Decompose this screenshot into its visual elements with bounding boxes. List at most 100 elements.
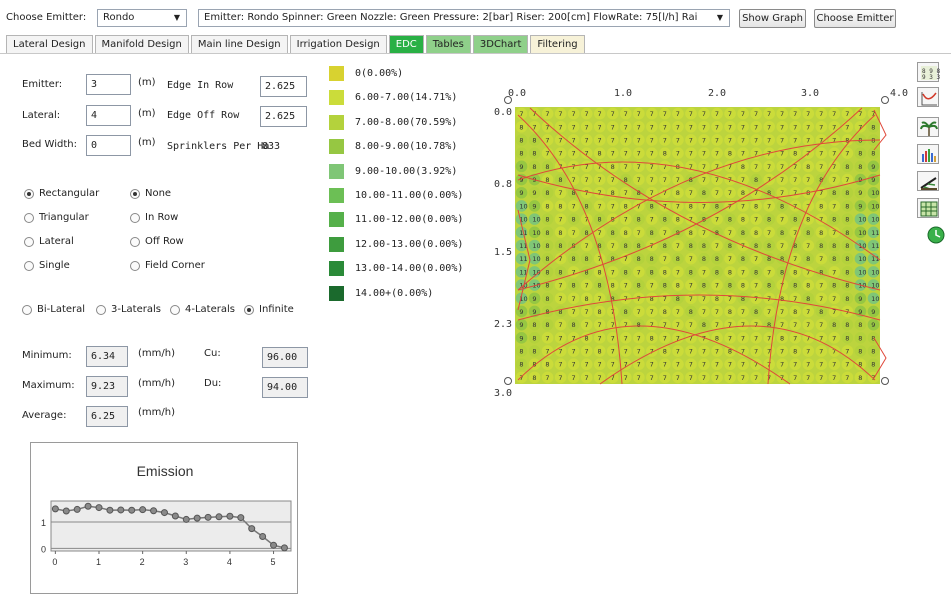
radio-4-laterals[interactable]: 4-Laterals <box>170 304 235 315</box>
field-cell-value: 7 <box>545 136 549 144</box>
tab-lateral-design[interactable]: Lateral Design <box>6 35 93 53</box>
field-cell <box>580 186 593 199</box>
radio-in-row[interactable]: In Row <box>130 212 178 223</box>
tab-manifold-design[interactable]: Manifold Design <box>94 35 189 53</box>
field-cell <box>593 292 606 305</box>
tab-3dchart[interactable]: 3DChart <box>472 35 529 53</box>
svg-text:8 9 8: 8 9 8 <box>922 68 940 75</box>
field-cell-value: 7 <box>754 361 758 369</box>
clock-icon[interactable] <box>925 225 947 245</box>
field-cell <box>776 200 789 212</box>
radio-3-laterals[interactable]: 3-Laterals <box>96 304 161 315</box>
field-cell <box>646 332 658 344</box>
field-cell <box>528 239 541 252</box>
tab-filtering[interactable]: Filtering <box>530 35 585 53</box>
emission-point <box>215 513 223 521</box>
field-cell-value: 8 <box>637 321 641 329</box>
tab-edc[interactable]: EDC <box>388 35 424 53</box>
field-cell <box>620 279 632 291</box>
radio-icon <box>96 304 106 315</box>
field-cell <box>750 371 762 384</box>
field-cell-value: 7 <box>845 348 849 356</box>
field-cell-value: 7 <box>819 321 823 329</box>
field-cell-value: 7 <box>793 374 797 382</box>
radio-bi-lateral[interactable]: Bi-Lateral <box>22 304 85 315</box>
field-cell-value: 8 <box>650 268 654 276</box>
edge-off-row-input[interactable]: 2.625 <box>260 106 307 127</box>
field-cell <box>515 200 528 212</box>
legend-label: 6.00-7.00(14.71%) <box>355 92 458 104</box>
field-cell-value: 7 <box>558 348 562 356</box>
emitter-select[interactable]: Rondo ▼ <box>97 9 187 27</box>
field-cell <box>776 107 789 120</box>
field-cell-value: 7 <box>598 334 602 342</box>
field-cell <box>685 173 697 186</box>
tab-irrigation-design[interactable]: Irrigation Design <box>289 35 387 53</box>
grid-icon[interactable] <box>917 198 939 218</box>
field-cell-value: 8 <box>611 229 615 237</box>
field-cell-value: 7 <box>702 150 706 158</box>
radio-infinite[interactable]: Infinite <box>244 304 294 315</box>
edge-in-row-input[interactable]: 2.625 <box>260 76 307 97</box>
field-cell-value: 7 <box>611 321 615 329</box>
lateral-spacing-input[interactable]: 4 <box>86 105 131 126</box>
curve-icon[interactable] <box>917 87 939 107</box>
radio-single[interactable]: Single <box>24 260 70 271</box>
field-cell <box>776 239 789 252</box>
field-cell <box>515 358 528 371</box>
emitter-spacing-input[interactable]: 3 <box>86 74 131 95</box>
field-cell-value: 7 <box>819 163 823 171</box>
tab-divider <box>0 53 951 54</box>
field-cell <box>620 252 632 265</box>
tab-main-line-design[interactable]: Main line Design <box>190 35 288 53</box>
field-cell <box>867 173 880 186</box>
bed-width-input[interactable]: 0 <box>86 135 131 156</box>
field-cell-value: 8 <box>832 255 836 263</box>
radio-none[interactable]: None <box>130 188 171 199</box>
field-cell <box>672 345 684 357</box>
field-cell <box>724 266 736 278</box>
show-graph-button[interactable]: Show Graph <box>739 9 806 28</box>
field-cell <box>737 358 749 371</box>
radio-field-corner[interactable]: Field Corner <box>130 260 205 271</box>
legend-label: 7.00-8.00(70.59%) <box>355 116 458 128</box>
field-cell-value: 7 <box>715 136 719 144</box>
field-cell <box>541 318 554 331</box>
sprinkler-icon[interactable] <box>917 171 939 191</box>
field-cell-value: 8 <box>845 136 849 144</box>
field-cell <box>593 200 606 212</box>
radio-lateral[interactable]: Lateral <box>24 236 74 247</box>
field-cell <box>802 120 815 133</box>
field-cell-value: 8 <box>676 255 680 263</box>
field-cell-value: 7 <box>819 189 823 197</box>
palm-icon[interactable] <box>917 117 939 137</box>
field-cell <box>789 318 802 331</box>
field-cell-value: 8 <box>858 361 862 369</box>
sprinkler-marker-icon <box>504 377 512 385</box>
field-cell-value: 8 <box>780 334 784 342</box>
field-cell-value: 7 <box>780 176 784 184</box>
radio-rectangular[interactable]: Rectangular <box>24 188 99 199</box>
field-cell-value: 10 <box>871 216 879 224</box>
field-cell-value: 7 <box>584 282 588 290</box>
choose-emitter-button[interactable]: Choose Emitter <box>814 9 896 28</box>
field-cell-value: 7 <box>532 110 536 118</box>
field-cell-value: 10 <box>519 202 527 210</box>
field-cell <box>802 200 815 212</box>
field-cell-value: 7 <box>832 110 836 118</box>
field-cell <box>606 332 619 344</box>
tab-tables[interactable]: Tables <box>425 35 471 53</box>
emitter-info-select[interactable]: Emitter: Rondo Spinner: Green Nozzle: Gr… <box>198 9 730 27</box>
emission-point <box>248 525 256 533</box>
field-cell <box>541 134 554 146</box>
field-cell-value: 7 <box>715 348 719 356</box>
field-cell-value: 7 <box>689 216 693 224</box>
field-cell <box>789 371 802 384</box>
field-cell-value: 7 <box>650 242 654 250</box>
radio-off-row[interactable]: Off Row <box>130 236 184 247</box>
field-cell <box>841 213 854 225</box>
field-cell-value: 7 <box>584 308 588 316</box>
radio-triangular[interactable]: Triangular <box>24 212 89 223</box>
bar-chart-icon[interactable] <box>917 144 939 164</box>
